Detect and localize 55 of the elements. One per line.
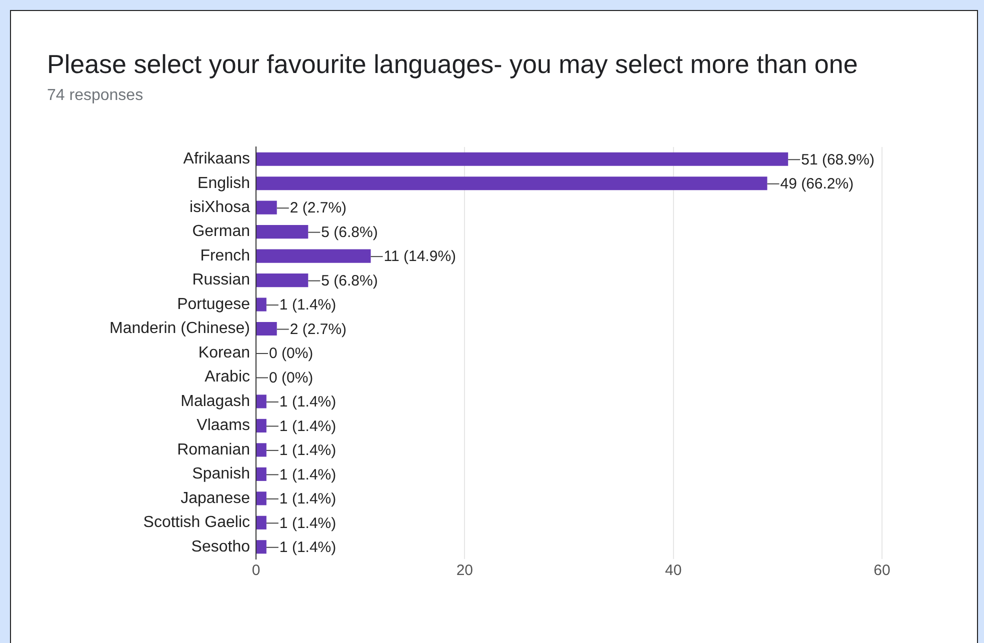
- bar: [256, 467, 266, 481]
- bar: [256, 274, 308, 288]
- data-label: 5 (6.8%): [321, 224, 378, 241]
- data-label: 0 (0%): [269, 345, 314, 362]
- y-tick-label: German: [192, 223, 250, 240]
- x-tick-label: 60: [874, 562, 890, 580]
- bar: [256, 394, 266, 408]
- bar: [256, 249, 371, 263]
- bar: [256, 176, 768, 190]
- data-label: 11 (14.9%): [384, 248, 456, 266]
- y-tick-label: Japanese: [180, 490, 250, 507]
- y-tick-label: Manderin (Chinese): [109, 320, 250, 338]
- chart-title: Please select your favourite languages- you may select more than one: [47, 49, 858, 80]
- bar: [256, 540, 266, 554]
- y-tick-label: English: [198, 174, 250, 192]
- data-label: 1 (1.4%): [279, 514, 336, 532]
- y-tick-label: Scottish Gaelic: [143, 514, 250, 532]
- bar: [256, 298, 266, 312]
- text: 74 responses: [47, 87, 144, 105]
- data-label: 1 (1.4%): [279, 418, 336, 435]
- bar: [256, 443, 266, 457]
- data-label: 2 (2.7%): [290, 320, 347, 338]
- y-tick-label: French: [200, 247, 250, 264]
- data-label: 0 (0%): [269, 369, 314, 386]
- y-tick-label: Portugese: [177, 296, 250, 313]
- y-tick-label: Korean: [198, 344, 250, 362]
- data-label: 1 (1.4%): [279, 296, 336, 314]
- data-label: 1 (1.4%): [279, 442, 336, 460]
- y-tick-label: Romanian: [177, 441, 250, 458]
- x-tick-label: 0: [252, 562, 260, 580]
- y-tick-label: Arabic: [204, 368, 250, 386]
- data-label: 1 (1.4%): [279, 394, 336, 411]
- y-tick-label: Spanish: [192, 466, 250, 483]
- bar: [256, 225, 308, 239]
- y-tick-label: Afrikaans: [183, 150, 250, 168]
- y-tick-label: Russian: [192, 272, 250, 289]
- y-tick-label: isiXhosa: [190, 198, 250, 216]
- data-label: 1 (1.4%): [279, 466, 336, 484]
- y-tick-label: Malagash: [180, 392, 250, 410]
- y-tick-label: Vlaams: [196, 417, 250, 434]
- data-label: 51 (68.9%): [801, 151, 874, 168]
- x-tick-label: 20: [456, 562, 474, 580]
- y-tick-label: Sesotho: [191, 538, 250, 556]
- data-label: 49 (66.2%): [780, 175, 854, 192]
- data-label: 1 (1.4%): [279, 490, 336, 508]
- bar: [256, 152, 788, 166]
- bar: [256, 200, 277, 214]
- bar: [256, 322, 277, 336]
- data-label: 1 (1.4%): [279, 539, 336, 556]
- data-label: 2 (2.7%): [290, 200, 347, 217]
- x-tick-label: 40: [664, 562, 682, 580]
- bar: [256, 418, 266, 432]
- data-label: 5 (6.8%): [321, 272, 378, 290]
- bar: [256, 516, 266, 530]
- bar: [256, 492, 266, 506]
